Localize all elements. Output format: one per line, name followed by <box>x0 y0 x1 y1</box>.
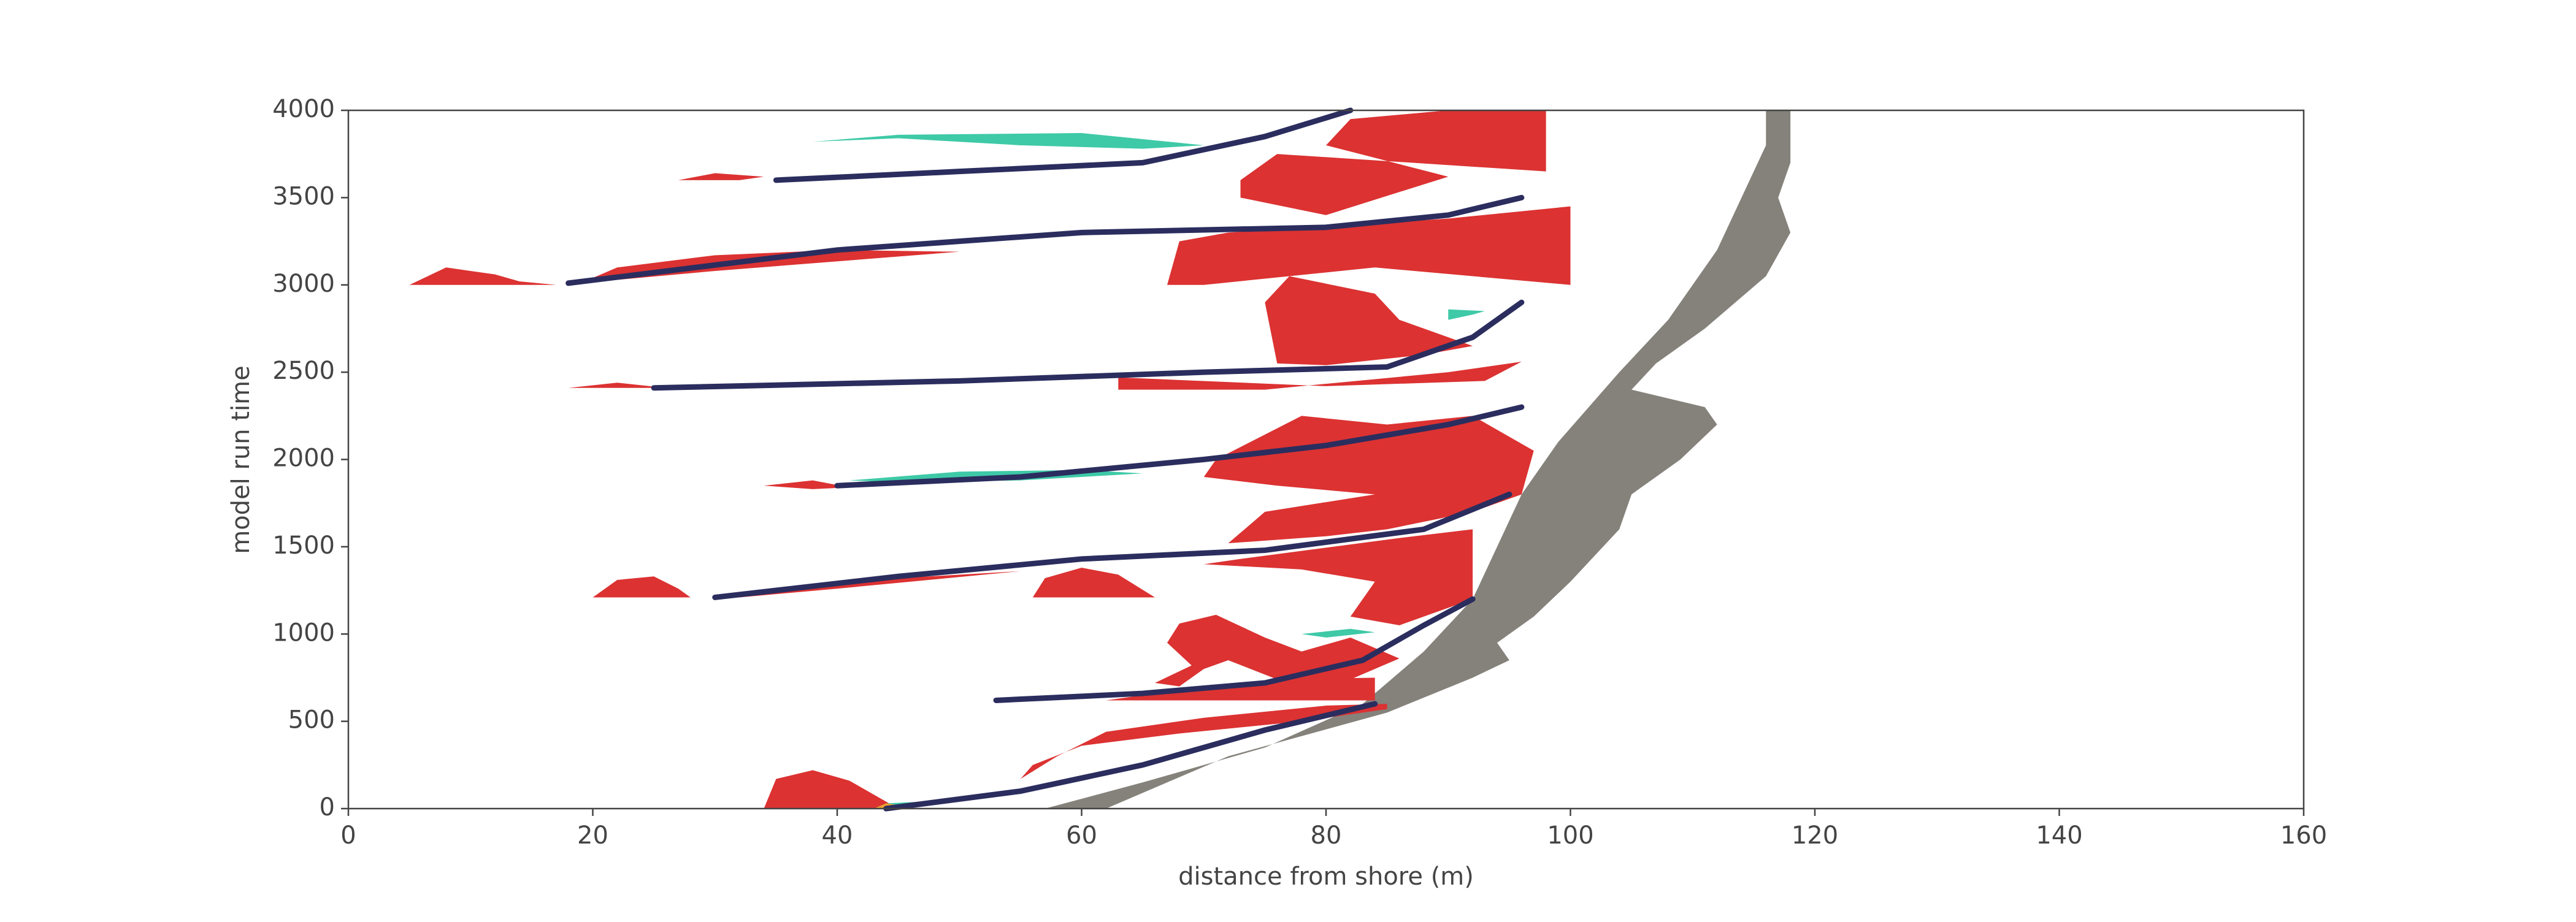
y-tick-label: 1500 <box>272 531 335 560</box>
x-tick-label: 40 <box>822 821 853 850</box>
region <box>1032 568 1156 598</box>
y-tick-label: 2500 <box>272 357 335 385</box>
x-tick-label: 100 <box>1547 821 1593 850</box>
x-axis-label: distance from shore (m) <box>1178 863 1474 891</box>
y-tick-label: 3000 <box>272 270 335 298</box>
x-tick-label: 20 <box>577 821 608 850</box>
region <box>764 770 899 809</box>
y-tick-label: 2000 <box>272 444 335 473</box>
region <box>409 267 556 285</box>
y-axis-label: model run time <box>227 365 255 554</box>
region <box>1301 628 1375 638</box>
region <box>1155 614 1400 690</box>
x-tick-label: 140 <box>2036 821 2082 850</box>
region <box>813 133 1204 149</box>
x-tick-label: 120 <box>1792 821 1838 850</box>
y-tick-label: 3500 <box>272 182 335 210</box>
y-tick-label: 1000 <box>272 619 335 647</box>
region <box>1167 206 1571 285</box>
x-tick-label: 80 <box>1311 821 1342 850</box>
curve <box>651 299 1525 391</box>
region <box>1203 529 1473 626</box>
region <box>568 383 667 388</box>
region <box>727 571 1021 598</box>
curve <box>565 194 1525 286</box>
y-tick-label: 0 <box>320 793 335 821</box>
region <box>1240 110 1546 215</box>
region <box>1448 309 1485 320</box>
y-tick-label: 500 <box>288 706 335 734</box>
x-tick-label: 0 <box>340 821 356 850</box>
region <box>1045 110 1791 809</box>
curve <box>883 701 1378 812</box>
region <box>1265 276 1473 365</box>
region <box>580 250 960 283</box>
region <box>764 480 849 489</box>
region <box>1203 416 1534 544</box>
region <box>678 173 764 180</box>
curve <box>993 596 1476 703</box>
curve <box>834 404 1525 489</box>
x-tick-label: 160 <box>2280 821 2327 850</box>
y-tick-label: 4000 <box>272 95 335 123</box>
x-tick-label: 60 <box>1066 821 1097 850</box>
region <box>592 576 691 598</box>
region <box>1118 362 1522 390</box>
curve <box>712 491 1512 600</box>
curve <box>773 107 1354 183</box>
